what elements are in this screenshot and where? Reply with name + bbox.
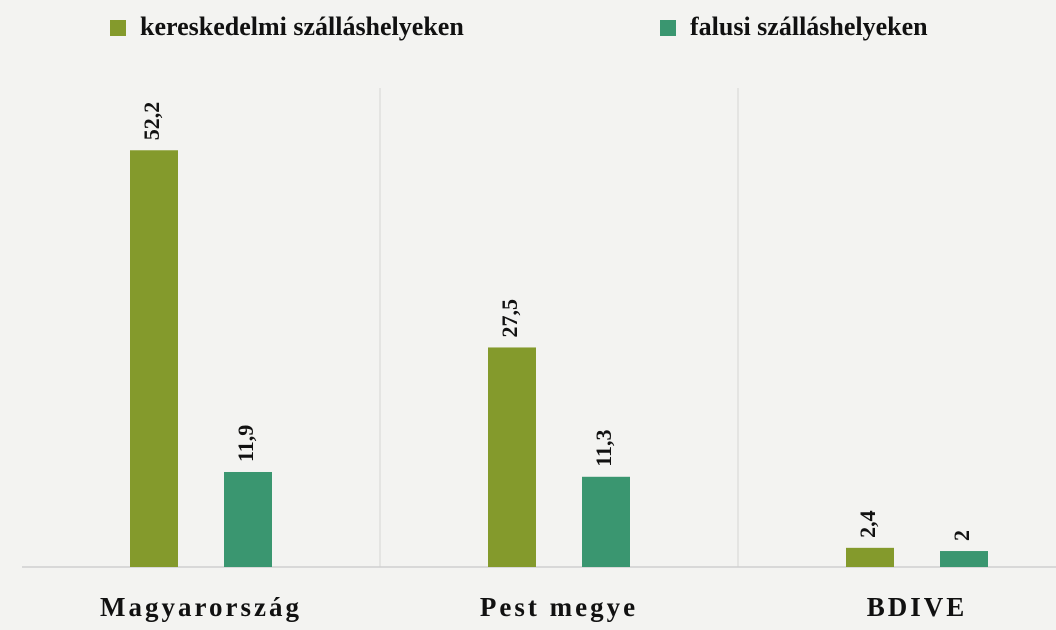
bar xyxy=(940,551,988,567)
bar xyxy=(582,476,630,567)
data-label: 27,5 xyxy=(497,299,522,338)
data-label: 52,2 xyxy=(139,102,164,141)
bar xyxy=(224,471,272,567)
x-tick-label: Pest megye xyxy=(480,592,638,622)
legend-label: falusi szálláshelyeken xyxy=(690,12,928,41)
legend-swatch xyxy=(110,20,126,36)
bar xyxy=(488,347,536,567)
x-tick-label: BDIVE xyxy=(867,592,968,622)
data-label: 2,4 xyxy=(855,510,880,538)
legend-label: kereskedelmi szálláshelyeken xyxy=(140,12,464,41)
data-label: 11,9 xyxy=(233,425,258,462)
bar xyxy=(846,547,894,567)
data-label: 2 xyxy=(949,530,974,541)
x-tick-label: Magyarország xyxy=(100,592,302,622)
data-label: 11,3 xyxy=(591,429,616,466)
bar xyxy=(130,150,178,567)
legend-swatch xyxy=(660,20,676,36)
